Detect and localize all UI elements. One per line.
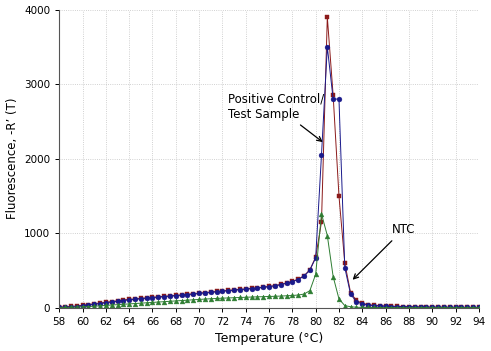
X-axis label: Temperature (°C): Temperature (°C) xyxy=(215,332,323,345)
Y-axis label: Fluorescence, -R’ (T): Fluorescence, -R’ (T) xyxy=(5,98,19,219)
Text: Positive Control/
Test Sample: Positive Control/ Test Sample xyxy=(228,93,325,141)
Text: NTC: NTC xyxy=(354,223,415,279)
